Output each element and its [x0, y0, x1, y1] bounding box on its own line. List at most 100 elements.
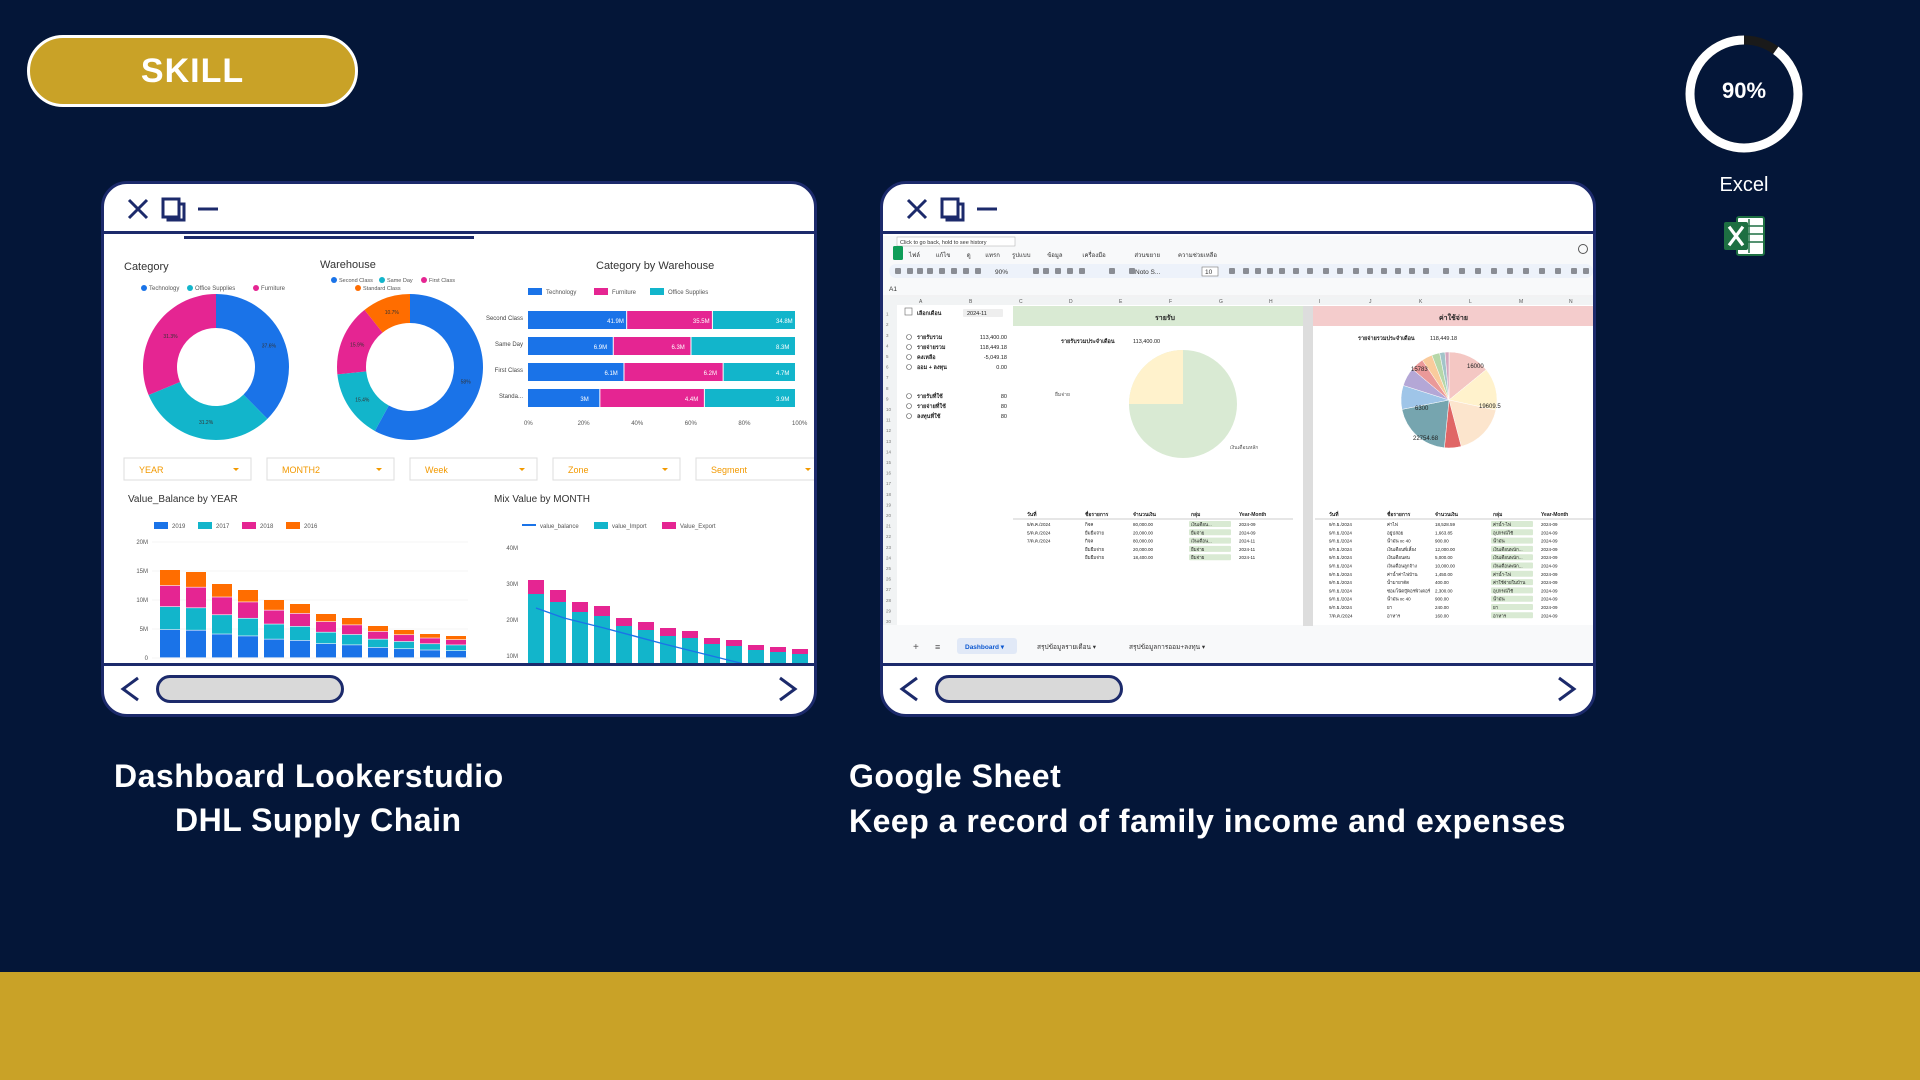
category-chip[interactable] [1189, 529, 1231, 536]
menu-item[interactable]: ข้อมูล [1047, 252, 1063, 259]
toolbar-button-icon[interactable] [1555, 268, 1561, 274]
row-header[interactable]: 4 [886, 343, 889, 348]
category-chip[interactable] [1491, 570, 1533, 577]
category-chip[interactable] [1491, 595, 1533, 602]
category-chip[interactable] [1491, 545, 1533, 552]
sheet-tab[interactable]: สรุปข้อมูลรายเดือน ▾ [1037, 643, 1097, 651]
menu-item[interactable]: ไฟล์ [908, 251, 920, 259]
chevron-right-icon[interactable] [776, 673, 800, 705]
toolbar-button-icon[interactable] [1255, 268, 1261, 274]
column-header[interactable]: L [1469, 299, 1472, 305]
font-size-input[interactable]: 10 [1205, 269, 1213, 276]
row-header[interactable]: 3 [886, 333, 889, 338]
column-header[interactable]: D [1069, 299, 1073, 305]
toolbar-button-icon[interactable] [1443, 268, 1449, 274]
category-chip[interactable] [1491, 562, 1533, 569]
filter-dropdown[interactable] [695, 457, 814, 481]
category-chip[interactable] [1189, 537, 1231, 544]
toolbar-button-icon[interactable] [1475, 268, 1481, 274]
row-header[interactable]: 22 [886, 534, 892, 539]
toolbar-button-icon[interactable] [1033, 268, 1039, 274]
toolbar-button-icon[interactable] [1279, 268, 1285, 274]
row-header[interactable]: 27 [886, 587, 892, 592]
row-header[interactable]: 10 [886, 407, 892, 412]
row-header[interactable]: 23 [886, 545, 892, 550]
category-chip[interactable] [1491, 537, 1533, 544]
sheet-tab[interactable]: สรุปข้อมูลการออม+ลงทุน ▾ [1129, 643, 1206, 651]
toolbar-button-icon[interactable] [1507, 268, 1513, 274]
restore-icon[interactable] [160, 196, 186, 222]
toolbar-button-icon[interactable] [1571, 268, 1577, 274]
toolbar-button-icon[interactable] [907, 268, 913, 274]
scrollbar-thumb[interactable] [156, 675, 344, 703]
toolbar-button-icon[interactable] [1539, 268, 1545, 274]
toolbar-button-icon[interactable] [1067, 268, 1073, 274]
column-header[interactable]: F [1169, 299, 1172, 305]
toolbar-button-icon[interactable] [1267, 268, 1273, 274]
toolbar-button-icon[interactable] [1109, 268, 1115, 274]
toolbar-button-icon[interactable] [917, 268, 923, 274]
toolbar-button-icon[interactable] [1323, 268, 1329, 274]
zoom-select[interactable]: 90% [995, 269, 1008, 276]
row-header[interactable]: 8 [886, 386, 889, 391]
toolbar-button-icon[interactable] [895, 268, 901, 274]
row-header[interactable]: 14 [886, 449, 892, 454]
minimize-icon[interactable] [196, 197, 220, 221]
row-header[interactable]: 1 [886, 312, 889, 317]
minimize-icon[interactable] [975, 197, 999, 221]
all-sheets-icon[interactable]: ≡ [935, 642, 940, 652]
filter-dropdown[interactable] [123, 457, 252, 481]
toolbar-button-icon[interactable] [939, 268, 945, 274]
row-header[interactable]: 28 [886, 598, 892, 603]
filter-dropdown[interactable] [266, 457, 395, 481]
category-chip[interactable] [1491, 612, 1533, 619]
category-chip[interactable] [1189, 554, 1231, 561]
chevron-right-icon[interactable] [1555, 673, 1579, 705]
toolbar-button-icon[interactable] [1395, 268, 1401, 274]
column-header[interactable]: A [919, 299, 923, 305]
history-icon[interactable] [1578, 244, 1588, 254]
column-header[interactable]: B [969, 299, 973, 305]
category-chip[interactable] [1491, 587, 1533, 594]
column-header[interactable]: C [1019, 299, 1023, 305]
row-header[interactable]: 20 [886, 513, 892, 518]
row-header[interactable]: 13 [886, 439, 892, 444]
toolbar-button-icon[interactable] [1523, 268, 1529, 274]
category-chip[interactable] [1491, 554, 1533, 561]
toolbar-button-icon[interactable] [1079, 268, 1085, 274]
restore-icon[interactable] [939, 196, 965, 222]
row-header[interactable]: 19 [886, 502, 892, 507]
month-select[interactable]: 2024-11 [967, 311, 987, 317]
menu-item[interactable]: ดู [967, 253, 971, 259]
toolbar-button-icon[interactable] [1055, 268, 1061, 274]
add-sheet-icon[interactable]: + [913, 642, 919, 653]
row-header[interactable]: 29 [886, 608, 892, 613]
toolbar-button-icon[interactable] [1129, 268, 1135, 274]
category-chip[interactable] [1491, 529, 1533, 536]
menu-item[interactable]: แทรก [985, 252, 1000, 259]
scrollbar-thumb[interactable] [935, 675, 1123, 703]
row-header[interactable]: 16 [886, 471, 892, 476]
filter-dropdown[interactable] [409, 457, 538, 481]
column-header[interactable]: G [1219, 299, 1223, 305]
column-header[interactable]: I [1319, 299, 1320, 305]
column-header[interactable]: M [1519, 299, 1523, 305]
menu-item[interactable]: ส่วนขยาย [1134, 252, 1160, 259]
row-header[interactable]: 30 [886, 619, 892, 624]
category-chip[interactable] [1491, 604, 1533, 610]
row-header[interactable]: 7 [886, 375, 889, 380]
toolbar-button-icon[interactable] [1229, 268, 1235, 274]
menu-item[interactable]: แก้ไข [936, 251, 951, 259]
row-header[interactable]: 11 [886, 418, 891, 423]
toolbar-button-icon[interactable] [1491, 268, 1497, 274]
row-header[interactable]: 2 [886, 322, 889, 327]
toolbar-button-icon[interactable] [1459, 268, 1465, 274]
toolbar-button-icon[interactable] [1381, 268, 1387, 274]
toolbar-button-icon[interactable] [975, 268, 981, 274]
category-chip[interactable] [1491, 521, 1533, 527]
column-header[interactable]: E [1119, 299, 1123, 305]
toolbar-button-icon[interactable] [1293, 268, 1299, 274]
toolbar-button-icon[interactable] [1337, 268, 1343, 274]
toolbar-button-icon[interactable] [1423, 268, 1429, 274]
category-chip[interactable] [1491, 579, 1533, 586]
